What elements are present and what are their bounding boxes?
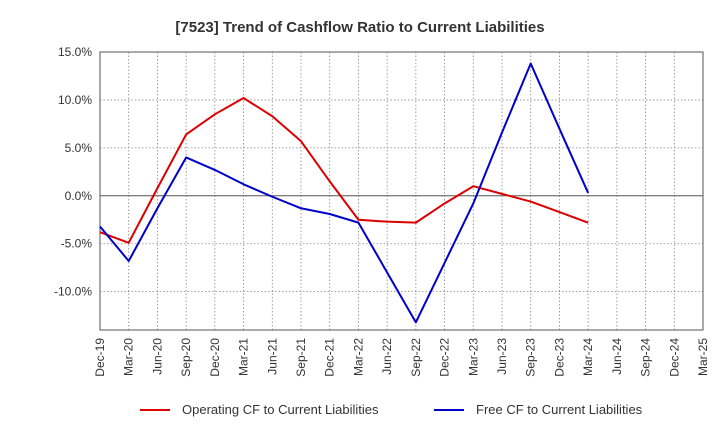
- y-tick-label: -5.0%: [61, 237, 93, 251]
- legend-label: Free CF to Current Liabilities: [476, 402, 643, 417]
- series-layer: [99, 62, 590, 324]
- x-tick-label: Jun-20: [150, 338, 164, 375]
- x-tick-label: Dec-21: [323, 338, 337, 377]
- x-tick-label: Dec-24: [667, 338, 681, 377]
- x-tick-label: Mar-22: [351, 338, 365, 376]
- y-tick-label: 10.0%: [58, 93, 92, 107]
- grid-layer: [99, 51, 704, 330]
- series-line-free-cf: [99, 62, 590, 324]
- y-tick-label: 15.0%: [58, 45, 92, 59]
- x-tick-label: Jun-21: [265, 338, 279, 375]
- x-tick-label: Sep-21: [294, 338, 308, 377]
- axis-layer: 15.0% 10.0% 5.0% 0.0% -5.0% -10.0% Dec-19 Mar-2…: [54, 45, 710, 377]
- x-tick-label: Sep-24: [639, 338, 653, 377]
- x-tick-label: Dec-22: [438, 338, 452, 377]
- y-tick-label: 0.0%: [65, 189, 93, 203]
- legend: Operating CF to Current Liabilities Free …: [140, 402, 643, 417]
- x-tick-label: Sep-23: [524, 338, 538, 377]
- y-tick-label: 5.0%: [65, 141, 93, 155]
- legend-label: Operating CF to Current Liabilities: [182, 402, 379, 417]
- x-tick-label: Dec-20: [208, 338, 222, 377]
- x-tick-label: Mar-20: [122, 338, 136, 376]
- x-tick-label: Sep-22: [409, 338, 423, 377]
- x-tick-label: Jun-22: [380, 338, 394, 375]
- plot-area: [100, 52, 703, 330]
- plot-frame: [99, 51, 704, 331]
- y-tick-label: -10.0%: [54, 285, 92, 299]
- chart-title: [7523] Trend of Cashflow Ratio to Curren…: [175, 19, 544, 36]
- x-tick-label: Dec-23: [552, 338, 566, 377]
- series-line-operating-cf: [99, 97, 589, 244]
- x-tick-label: Sep-20: [179, 338, 193, 377]
- x-tick-label: Mar-21: [237, 338, 251, 376]
- x-tick-label: Mar-24: [581, 338, 595, 376]
- x-tick-label: Mar-25: [696, 338, 710, 376]
- x-tick-label: Dec-19: [93, 338, 107, 377]
- x-tick-label: Mar-23: [466, 338, 480, 376]
- x-tick-label: Jun-23: [495, 338, 509, 375]
- x-tick-label: Jun-24: [610, 338, 624, 375]
